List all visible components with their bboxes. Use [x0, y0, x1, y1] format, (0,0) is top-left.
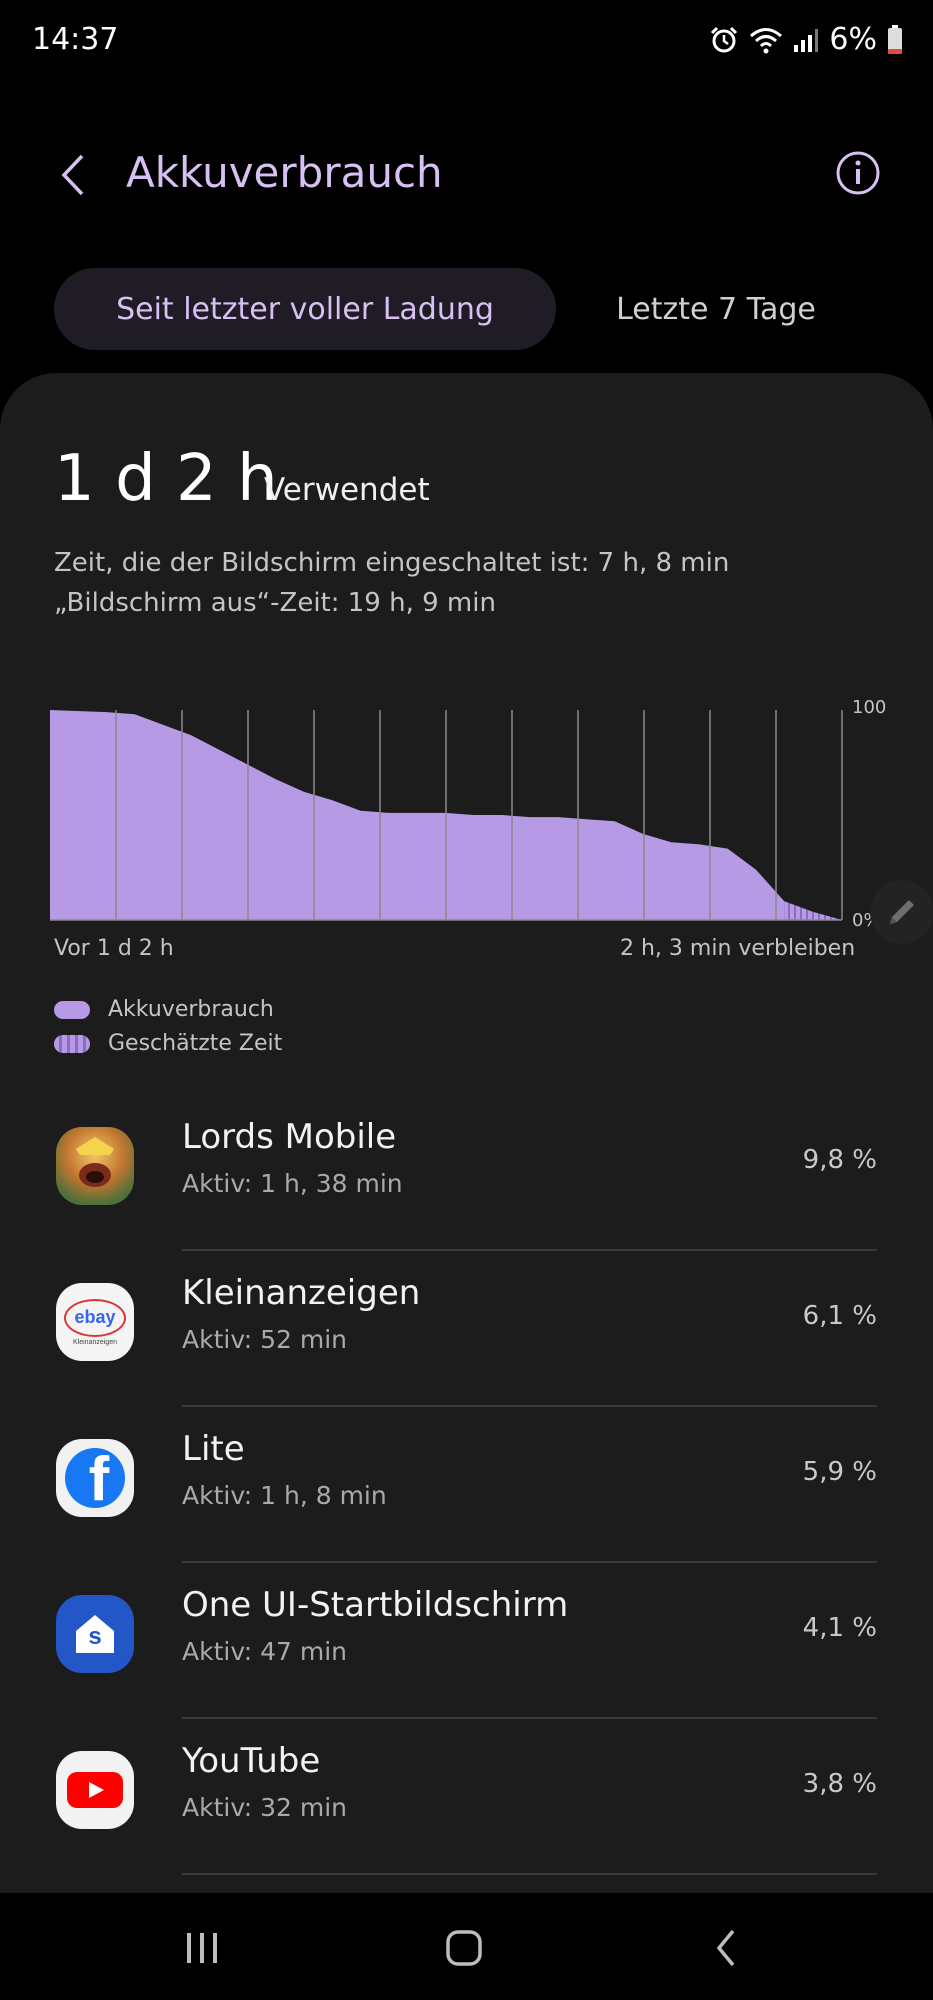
lords-mobile-icon [56, 1127, 134, 1205]
legend-battery-usage: Akkuverbrauch [54, 997, 274, 1022]
chart-start-label: Vor 1 d 2 h [54, 936, 174, 961]
info-icon [836, 151, 880, 195]
recents-icon [187, 1933, 217, 1963]
youtube-icon [56, 1751, 134, 1829]
divider [182, 1249, 877, 1251]
kleinanzeigen-logo-text: ebay [74, 1307, 116, 1327]
used-time-label: Verwendet [264, 472, 430, 508]
legend-label: Akkuverbrauch [108, 997, 274, 1022]
app-active-time: Aktiv: 32 min [182, 1793, 348, 1822]
battery-icon [888, 24, 902, 54]
app-percent: 6,1 % [802, 1301, 877, 1331]
app-percent: 5,9 % [802, 1457, 877, 1487]
legend-swatch-solid [54, 1000, 90, 1019]
home-icon [446, 1930, 482, 1966]
app-active-time: Aktiv: 1 h, 38 min [182, 1169, 403, 1198]
page-title: Akkuverbrauch [126, 148, 443, 197]
alarm-icon [711, 26, 738, 52]
back-button[interactable] [48, 145, 98, 205]
app-name: Kleinanzeigen [182, 1273, 421, 1313]
app-name: One UI-Startbildschirm [182, 1585, 569, 1625]
estimated-time-area [784, 901, 842, 920]
battery-usage-area [50, 710, 785, 920]
status-icons: 6% [709, 22, 903, 57]
app-name: Lite [182, 1429, 245, 1469]
one-ui-home-icon: s [56, 1595, 134, 1673]
divider [182, 1717, 877, 1719]
screen-on-time: Zeit, die der Bildschirm eingeschaltet i… [54, 548, 730, 578]
navigation-bar [0, 1893, 933, 2000]
app-row-facebook-lite[interactable]: f Lite Aktiv: 1 h, 8 min 5,9 % [0, 1407, 933, 1563]
pencil-icon [890, 900, 914, 924]
screen-off-time: „Bildschirm aus“-Zeit: 19 h, 9 min [54, 588, 496, 618]
nav-back-icon [716, 1929, 735, 1967]
app-name: Lords Mobile [182, 1117, 397, 1157]
divider [182, 1873, 877, 1875]
divider [182, 1561, 877, 1563]
app-row-youtube[interactable]: YouTube Aktiv: 32 min 3,8 % [0, 1719, 933, 1875]
app-row-kleinanzeigen[interactable]: ebay Kleinanzeigen Kleinanzeigen Aktiv: … [0, 1251, 933, 1407]
kleinanzeigen-logo-subtext: Kleinanzeigen [73, 1338, 117, 1346]
used-time-value: 1 d 2 h [54, 442, 278, 516]
legend-label: Geschätzte Zeit [108, 1031, 283, 1056]
edit-button[interactable] [870, 880, 933, 944]
app-percent: 4,1 % [802, 1613, 877, 1643]
app-active-time: Aktiv: 1 h, 8 min [182, 1481, 387, 1510]
app-row-lords-mobile[interactable]: Lords Mobile Aktiv: 1 h, 38 min 9,8 % [0, 1095, 933, 1251]
battery-percent: 6% [829, 22, 877, 57]
app-percent: 9,8 % [802, 1145, 877, 1175]
nav-back-button[interactable] [696, 1923, 756, 1973]
status-time: 14:37 [32, 22, 119, 57]
chart-remaining-label: 2 h, 3 min verbleiben [620, 936, 856, 961]
kleinanzeigen-icon: ebay Kleinanzeigen [56, 1283, 134, 1361]
app-active-time: Aktiv: 47 min [182, 1637, 348, 1666]
tab-since-full-charge[interactable]: Seit letzter voller Ladung [54, 268, 556, 350]
app-name: YouTube [182, 1741, 321, 1781]
usage-card [0, 373, 933, 1893]
one-ui-logo-letter: s [88, 1623, 102, 1650]
divider [182, 1405, 877, 1407]
legend-estimated-time: Geschätzte Zeit [54, 1031, 282, 1056]
info-button[interactable] [835, 150, 881, 196]
facebook-lite-icon: f [56, 1439, 134, 1517]
wifi-icon [750, 27, 783, 53]
recents-button[interactable] [172, 1923, 232, 1973]
legend-swatch-hatched [54, 1034, 90, 1053]
signal-icon [794, 28, 819, 52]
app-percent: 3,8 % [802, 1769, 877, 1799]
home-button[interactable] [434, 1923, 494, 1973]
facebook-logo-letter: f [88, 1448, 110, 1509]
battery-usage-chart [50, 710, 843, 921]
y-tick-top: 100 [852, 697, 887, 718]
app-row-one-ui-home[interactable]: s One UI-Startbildschirm Aktiv: 47 min 4… [0, 1563, 933, 1719]
back-chevron-icon [61, 154, 84, 196]
tab-last-7-days[interactable]: Letzte 7 Tage [616, 291, 816, 327]
app-active-time: Aktiv: 52 min [182, 1325, 348, 1354]
